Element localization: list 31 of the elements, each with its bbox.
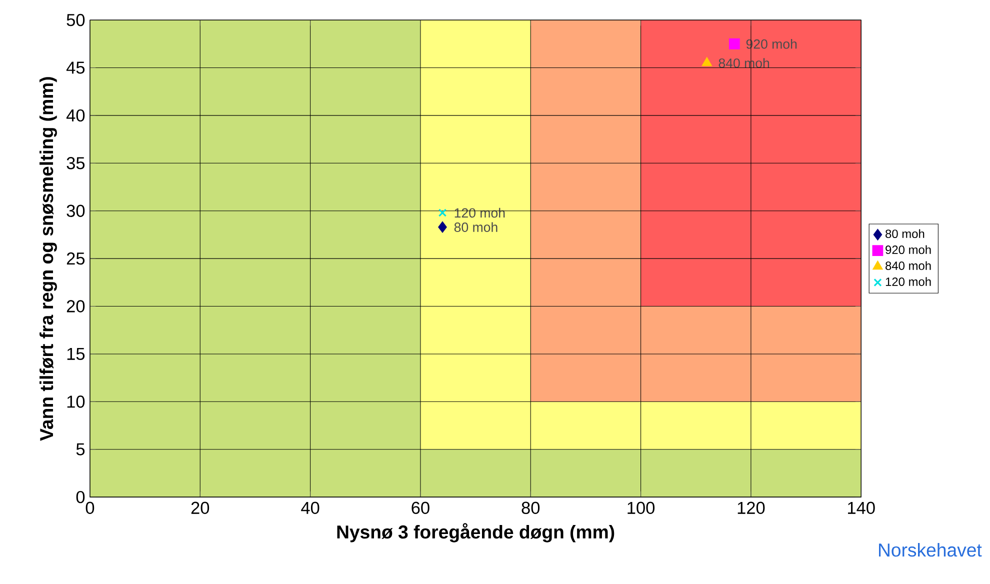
y-tick-label: 5 — [76, 443, 85, 456]
y-tick-label: 30 — [66, 204, 85, 217]
x-tick-label: 100 — [628, 502, 655, 514]
x-tick-label: 60 — [412, 502, 430, 514]
legend-label: 920 moh — [886, 245, 931, 254]
point — [438, 222, 447, 233]
x-tick-label: 120 — [738, 502, 765, 514]
y-tick-label: 20 — [66, 300, 85, 312]
x-tick-label: 40 — [301, 502, 320, 514]
point — [702, 58, 712, 66]
y-tick-label: 50 — [66, 14, 85, 26]
y-tick-label: 15 — [67, 348, 85, 360]
legend-label: 120 moh — [886, 277, 931, 286]
x-tick-label: 20 — [191, 502, 210, 514]
point — [438, 208, 447, 217]
point — [728, 38, 740, 50]
legend-label: 840 moh — [886, 261, 931, 270]
y-tick-label: 45 — [66, 62, 85, 74]
text: 80 moh — [454, 222, 498, 232]
text: Norskehavet — [879, 542, 982, 557]
y-tick-label: 0 — [76, 490, 85, 504]
y-axis-title: Vann tilført fra regn og snøsmelting (mm) — [40, 77, 57, 441]
y-tick-label: 40 — [66, 109, 85, 122]
y-tick-label: 25 — [66, 252, 85, 265]
x-tick-label: 80 — [522, 502, 540, 514]
y-tick-label: 35 — [66, 157, 85, 170]
legend-label: 80 moh — [886, 229, 924, 238]
y-tick-label: 10 — [67, 396, 85, 408]
x-tick-label: 0 — [86, 502, 94, 514]
x-axis-title: Nysnø 3 foregående døgn (mm) — [337, 523, 614, 542]
x-tick-label: 140 — [848, 502, 875, 514]
